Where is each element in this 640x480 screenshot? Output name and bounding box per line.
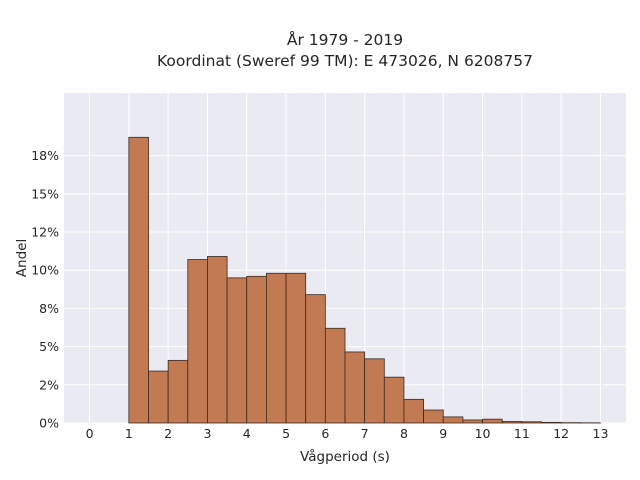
x-tick-label: 3 (203, 426, 211, 441)
chart-title-line-2: Koordinat (Sweref 99 TM): E 473026, N 62… (157, 52, 533, 70)
y-tick-label: 5% (39, 339, 59, 354)
x-tick-label: 10 (475, 426, 491, 441)
x-tick-label: 8 (400, 426, 408, 441)
histogram-bar (482, 418, 503, 424)
histogram-bar (364, 358, 385, 424)
histogram-bar (501, 421, 523, 424)
y-axis-label: Andel (14, 239, 30, 277)
histogram-bar (344, 351, 366, 424)
histogram-bar (128, 136, 149, 424)
x-tick-label: 11 (514, 426, 530, 441)
histogram-bar (324, 327, 346, 424)
y-tick-label: 2% (39, 377, 59, 392)
histogram-bar (383, 376, 405, 424)
histogram-bar (541, 421, 562, 424)
x-axis-ticks: 0 1 2 3 4 5 6 7 8 9 10 11 12 13 (86, 426, 609, 441)
histogram-bar (246, 275, 267, 424)
chart-title-line-1: År 1979 - 2019 (287, 30, 403, 49)
histogram-bar (167, 359, 189, 424)
x-tick-label: 5 (282, 426, 290, 441)
histogram-bar (423, 409, 444, 424)
histogram-bar (148, 370, 169, 424)
x-tick-label: 13 (593, 426, 609, 441)
histogram-bar (285, 272, 307, 424)
histogram-bars (128, 136, 601, 424)
x-tick-label: 0 (86, 426, 94, 441)
x-tick-label: 2 (164, 426, 172, 441)
histogram-bar (442, 416, 464, 424)
x-tick-label: 6 (321, 426, 329, 441)
histogram-bar (521, 421, 542, 424)
x-axis-label: Vågperiod (s) (300, 448, 390, 465)
x-tick-label: 4 (243, 426, 251, 441)
histogram-bar (187, 259, 208, 424)
y-tick-label: 10% (31, 263, 59, 278)
x-tick-label: 7 (361, 426, 369, 441)
histogram-bar (462, 419, 483, 424)
y-tick-label: 8% (39, 301, 59, 316)
y-axis-ticks: 0% 2% 5% 8% 10% 12% 15% 18% (31, 148, 59, 430)
histogram-bar (265, 272, 287, 424)
histogram-bar (403, 398, 425, 424)
histogram-bar (226, 277, 248, 424)
histogram-bar (207, 256, 228, 424)
x-tick-label: 12 (553, 426, 569, 441)
histogram-bar (305, 294, 326, 424)
y-tick-label: 15% (31, 186, 59, 201)
x-tick-label: 9 (439, 426, 447, 441)
x-tick-label: 1 (125, 426, 133, 441)
y-tick-label: 0% (39, 416, 59, 431)
y-tick-label: 18% (31, 148, 59, 163)
y-tick-label: 12% (31, 225, 59, 240)
